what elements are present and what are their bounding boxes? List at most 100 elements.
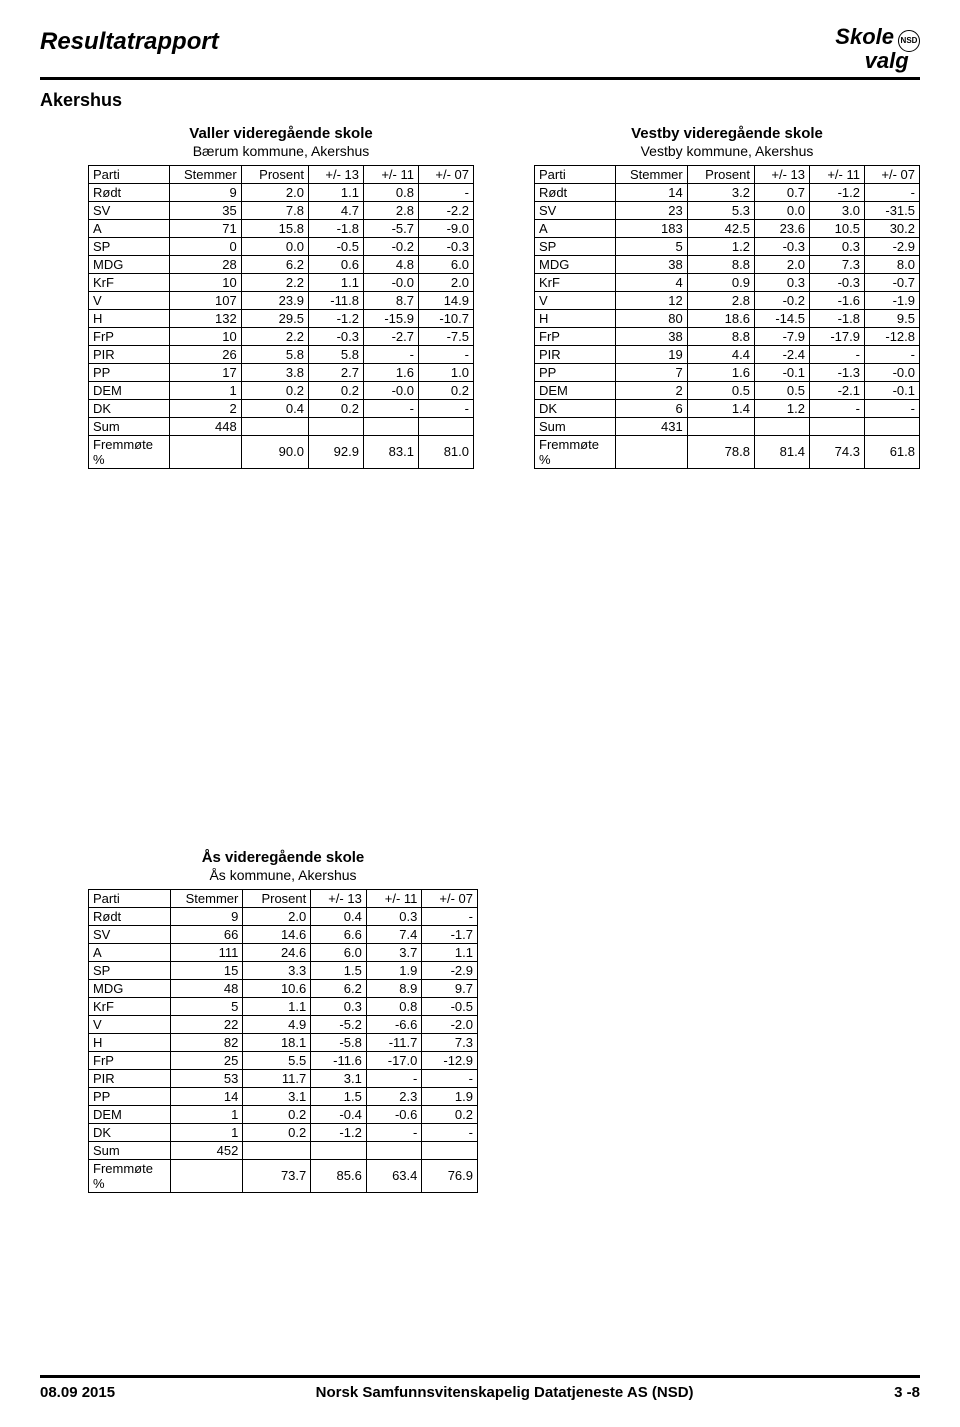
table-cell: -6.6 <box>366 1015 422 1033</box>
column-header: Prosent <box>687 165 754 183</box>
table-cell: 7.8 <box>241 201 308 219</box>
column-header: +/- 07 <box>418 165 473 183</box>
table-cell: 0.3 <box>809 237 864 255</box>
table-cell: -1.2 <box>311 1123 367 1141</box>
table-cell: KrF <box>535 273 616 291</box>
table-cell: 38 <box>616 327 687 345</box>
table-cell: 8.7 <box>363 291 418 309</box>
table-cell: 1.5 <box>311 961 367 979</box>
table-cell: - <box>864 183 919 201</box>
table-row: Rødt92.00.40.3- <box>89 907 478 925</box>
table-cell <box>171 1159 243 1192</box>
table-cell: -2.9 <box>422 961 478 979</box>
results-table: PartiStemmerProsent+/- 13+/- 11+/- 07Rød… <box>88 889 478 1193</box>
table-cell: -2.4 <box>754 345 809 363</box>
table-cell: 24.6 <box>243 943 311 961</box>
table-cell: MDG <box>89 979 171 997</box>
table-cell: 14 <box>616 183 687 201</box>
footer-org: Norsk Samfunnsvitenskapelig Datatjeneste… <box>316 1384 694 1401</box>
table-cell: SV <box>89 925 171 943</box>
table-cell: -0.6 <box>366 1105 422 1123</box>
table-cell: 23.6 <box>754 219 809 237</box>
region-heading: Akershus <box>40 90 920 111</box>
table-cell: 26 <box>170 345 241 363</box>
table-cell: 2.0 <box>754 255 809 273</box>
table-cell <box>241 417 308 435</box>
table-cell: Sum <box>535 417 616 435</box>
table-cell: 71 <box>170 219 241 237</box>
table-cell: 11.7 <box>243 1069 311 1087</box>
table-cell: -1.2 <box>308 309 363 327</box>
table-cell: 0.7 <box>754 183 809 201</box>
table-cell: 1.2 <box>754 399 809 417</box>
table-cell: - <box>809 399 864 417</box>
table-row: Fremmøte %90.092.983.181.0 <box>89 435 474 468</box>
table-cell: 1.9 <box>366 961 422 979</box>
table-cell: -7.5 <box>418 327 473 345</box>
table-cell: 76.9 <box>422 1159 478 1192</box>
table-cell: 2.0 <box>241 183 308 201</box>
table-cell: 0.9 <box>687 273 754 291</box>
column-header: Stemmer <box>616 165 687 183</box>
table-cell: -0.0 <box>363 381 418 399</box>
table-cell: 8.8 <box>687 327 754 345</box>
table-cell: 4 <box>616 273 687 291</box>
table-row: PIR194.4-2.4-- <box>535 345 920 363</box>
table-cell: 1.1 <box>308 273 363 291</box>
column-header: +/- 07 <box>422 889 478 907</box>
table-cell: 0.4 <box>311 907 367 925</box>
table-row: PP71.6-0.1-1.3-0.0 <box>535 363 920 381</box>
table-row: PP173.82.71.61.0 <box>89 363 474 381</box>
table-cell: 2 <box>170 399 241 417</box>
table-cell: -0.3 <box>809 273 864 291</box>
table-cell: SV <box>535 201 616 219</box>
table-row: KrF51.10.30.8-0.5 <box>89 997 478 1015</box>
table-cell: 5 <box>171 997 243 1015</box>
table-cell: 5.8 <box>241 345 308 363</box>
table-cell: SV <box>89 201 170 219</box>
table-row: DK61.41.2-- <box>535 399 920 417</box>
table-row: Sum452 <box>89 1141 478 1159</box>
table-cell: DEM <box>535 381 616 399</box>
table-cell: 7.3 <box>422 1033 478 1051</box>
table-cell: 92.9 <box>308 435 363 468</box>
table-cell: 9 <box>171 907 243 925</box>
table-cell <box>366 1141 422 1159</box>
table-cell: Rødt <box>535 183 616 201</box>
table-row: FrP255.5-11.6-17.0-12.9 <box>89 1051 478 1069</box>
table-cell: 2.3 <box>366 1087 422 1105</box>
school-title: Vestby videregående skole <box>534 125 920 142</box>
table-cell: -1.8 <box>809 309 864 327</box>
table-cell: 2.7 <box>308 363 363 381</box>
table-row: MDG388.82.07.38.0 <box>535 255 920 273</box>
logo: Skole NSD valg <box>835 28 920 71</box>
column-header: Prosent <box>243 889 311 907</box>
table-row: H8018.6-14.5-1.89.5 <box>535 309 920 327</box>
table-cell: 23.9 <box>241 291 308 309</box>
table-cell: 2.0 <box>418 273 473 291</box>
table-cell: -0.7 <box>864 273 919 291</box>
table-cell: 78.8 <box>687 435 754 468</box>
table-cell: 9.7 <box>422 979 478 997</box>
table-cell: 6.2 <box>311 979 367 997</box>
table-cell: DEM <box>89 1105 171 1123</box>
table-row: A18342.523.610.530.2 <box>535 219 920 237</box>
table-cell <box>687 417 754 435</box>
table-cell: -0.4 <box>311 1105 367 1123</box>
table-cell: 82 <box>171 1033 243 1051</box>
table-cell: - <box>809 345 864 363</box>
table-cell: 81.4 <box>754 435 809 468</box>
table-cell: 6.0 <box>311 943 367 961</box>
table-cell: 12 <box>616 291 687 309</box>
table-cell: 6.6 <box>311 925 367 943</box>
table-row: A7115.8-1.8-5.7-9.0 <box>89 219 474 237</box>
table-cell: FrP <box>535 327 616 345</box>
table-row: SP51.2-0.30.3-2.9 <box>535 237 920 255</box>
table-cell: V <box>89 1015 171 1033</box>
table-cell: 23 <box>616 201 687 219</box>
column-header: +/- 11 <box>363 165 418 183</box>
table-cell: -0.0 <box>864 363 919 381</box>
table-cell: 6.0 <box>418 255 473 273</box>
table-cell: 0.2 <box>241 381 308 399</box>
table-cell: 4.7 <box>308 201 363 219</box>
